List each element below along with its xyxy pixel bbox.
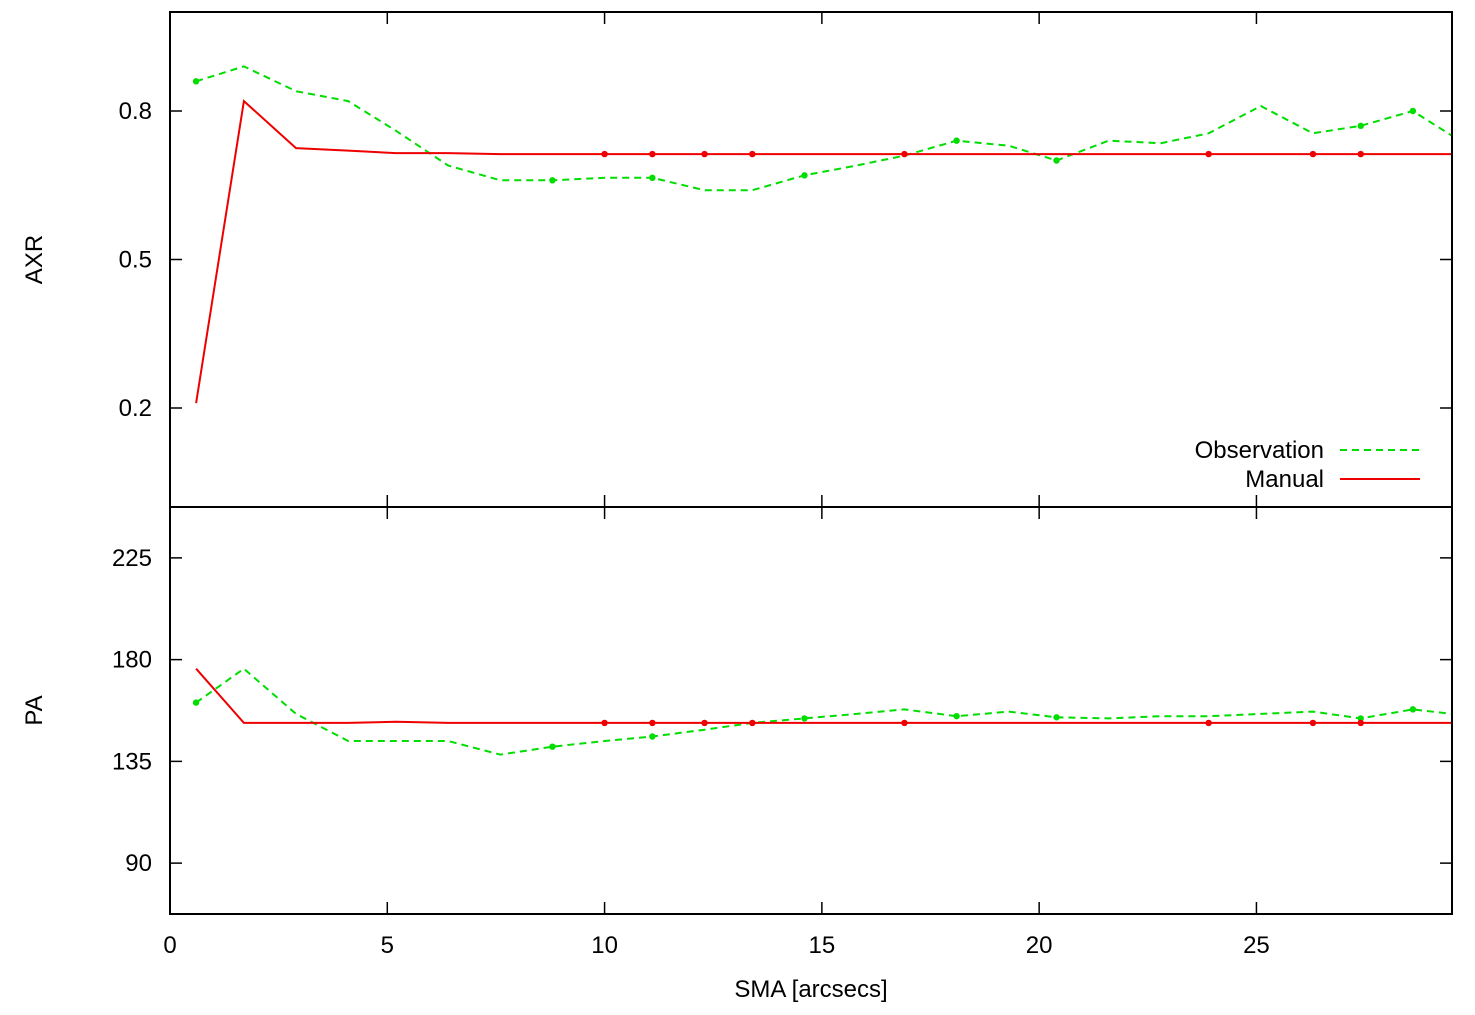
plot-frame xyxy=(169,11,1453,508)
series-point-manual xyxy=(649,150,656,158)
y-tick-label: 0.8 xyxy=(119,98,152,125)
series-point-manual xyxy=(649,719,656,727)
y-axis-label: PA xyxy=(21,695,48,725)
series-point-observation xyxy=(1053,714,1060,721)
series-point-manual xyxy=(701,719,708,727)
series-point-manual xyxy=(1205,150,1212,158)
legend-label-manual: Manual xyxy=(1245,466,1324,493)
y-tick-label: 135 xyxy=(112,748,152,775)
series-point-observation xyxy=(1409,706,1417,713)
y-axis-label: AXR xyxy=(21,235,48,284)
y-tick-label: 0.2 xyxy=(119,395,152,422)
x-tick-label: 20 xyxy=(1026,932,1053,959)
series-point-manual xyxy=(1357,719,1364,727)
series-point-manual xyxy=(1205,719,1212,727)
x-tick-label: 5 xyxy=(381,932,394,959)
y-tick-label: 180 xyxy=(112,647,152,674)
series-point-observation xyxy=(953,137,960,144)
series-point-manual xyxy=(1357,150,1364,158)
series-point-observation xyxy=(649,733,656,740)
x-tick-label: 10 xyxy=(591,932,618,959)
series-point-observation xyxy=(1053,157,1060,164)
series-point-observation xyxy=(1357,715,1364,722)
series-point-manual xyxy=(1309,150,1317,158)
series-line-manual xyxy=(195,668,1452,724)
plot-frame xyxy=(169,506,1453,915)
series-point-manual xyxy=(749,719,756,727)
series-point-observation xyxy=(549,743,556,750)
series-point-observation xyxy=(801,172,808,179)
y-tick-label: 90 xyxy=(125,850,152,877)
series-point-observation xyxy=(649,174,656,182)
series-line-observation xyxy=(195,65,1452,192)
x-axis-label: SMA [arcsecs] xyxy=(734,976,887,1003)
series-point-manual xyxy=(901,150,908,158)
series-point-manual xyxy=(601,719,608,727)
series-line-manual xyxy=(195,99,1452,404)
series-point-observation xyxy=(801,715,808,722)
series-point-manual xyxy=(701,150,708,158)
series-point-manual xyxy=(749,150,756,158)
series-point-observation xyxy=(549,177,556,184)
x-tick-label: 0 xyxy=(163,932,176,959)
series-point-observation xyxy=(192,78,200,85)
x-tick-label: 25 xyxy=(1243,932,1270,959)
series-line-observation xyxy=(195,667,1452,756)
series-point-observation xyxy=(1409,107,1417,115)
series-point-observation xyxy=(1357,122,1364,130)
series-point-observation xyxy=(192,699,200,706)
legend-label-observation: Observation xyxy=(1195,437,1324,464)
x-tick-label: 15 xyxy=(809,932,836,959)
series-point-manual xyxy=(601,150,608,158)
series-point-manual xyxy=(1309,719,1317,727)
y-tick-label: 225 xyxy=(112,545,152,572)
y-tick-label: 0.5 xyxy=(119,247,152,274)
series-point-observation xyxy=(953,712,960,720)
series-point-manual xyxy=(901,719,908,727)
